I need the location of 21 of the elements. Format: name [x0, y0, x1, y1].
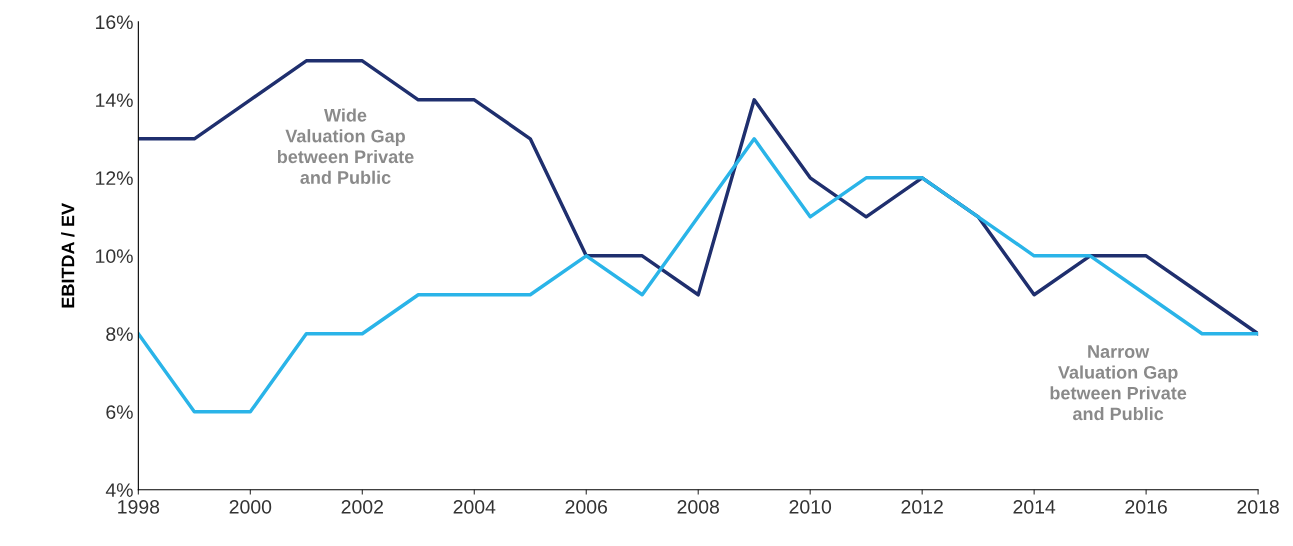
y-tick-label: 12%: [96, 171, 133, 185]
x-tick-label: 2014: [1013, 500, 1056, 514]
x-tick-label: 2002: [341, 500, 383, 514]
x-tick-label: 2016: [1125, 500, 1167, 514]
y-tick-label: 14%: [96, 93, 133, 107]
y-tick-label: 6%: [106, 405, 133, 420]
y-tick-label: 4%: [105, 483, 133, 497]
x-tick-label: 2008: [677, 500, 719, 514]
y-tick-label: 10%: [96, 249, 133, 264]
x-tick-label: 2012: [901, 500, 943, 514]
y-axis-title: EBITDA / EV: [61, 203, 75, 308]
annotation: Narrow Valuation Gap between Private and Public: [1050, 345, 1187, 421]
x-tick-label: 2010: [789, 500, 832, 514]
x-tick-label: 2004: [453, 500, 496, 514]
x-tick-label: 2018: [1237, 500, 1279, 514]
x-tick-label: 1998: [118, 500, 160, 514]
x-tick-label: 2000: [229, 500, 272, 514]
y-tick-label: 8%: [106, 327, 133, 342]
y-tick-label: 16%: [96, 15, 133, 30]
x-tick-label: 2006: [565, 500, 608, 514]
annotation: Wide Valuation Gap between Private and Public: [277, 108, 414, 184]
